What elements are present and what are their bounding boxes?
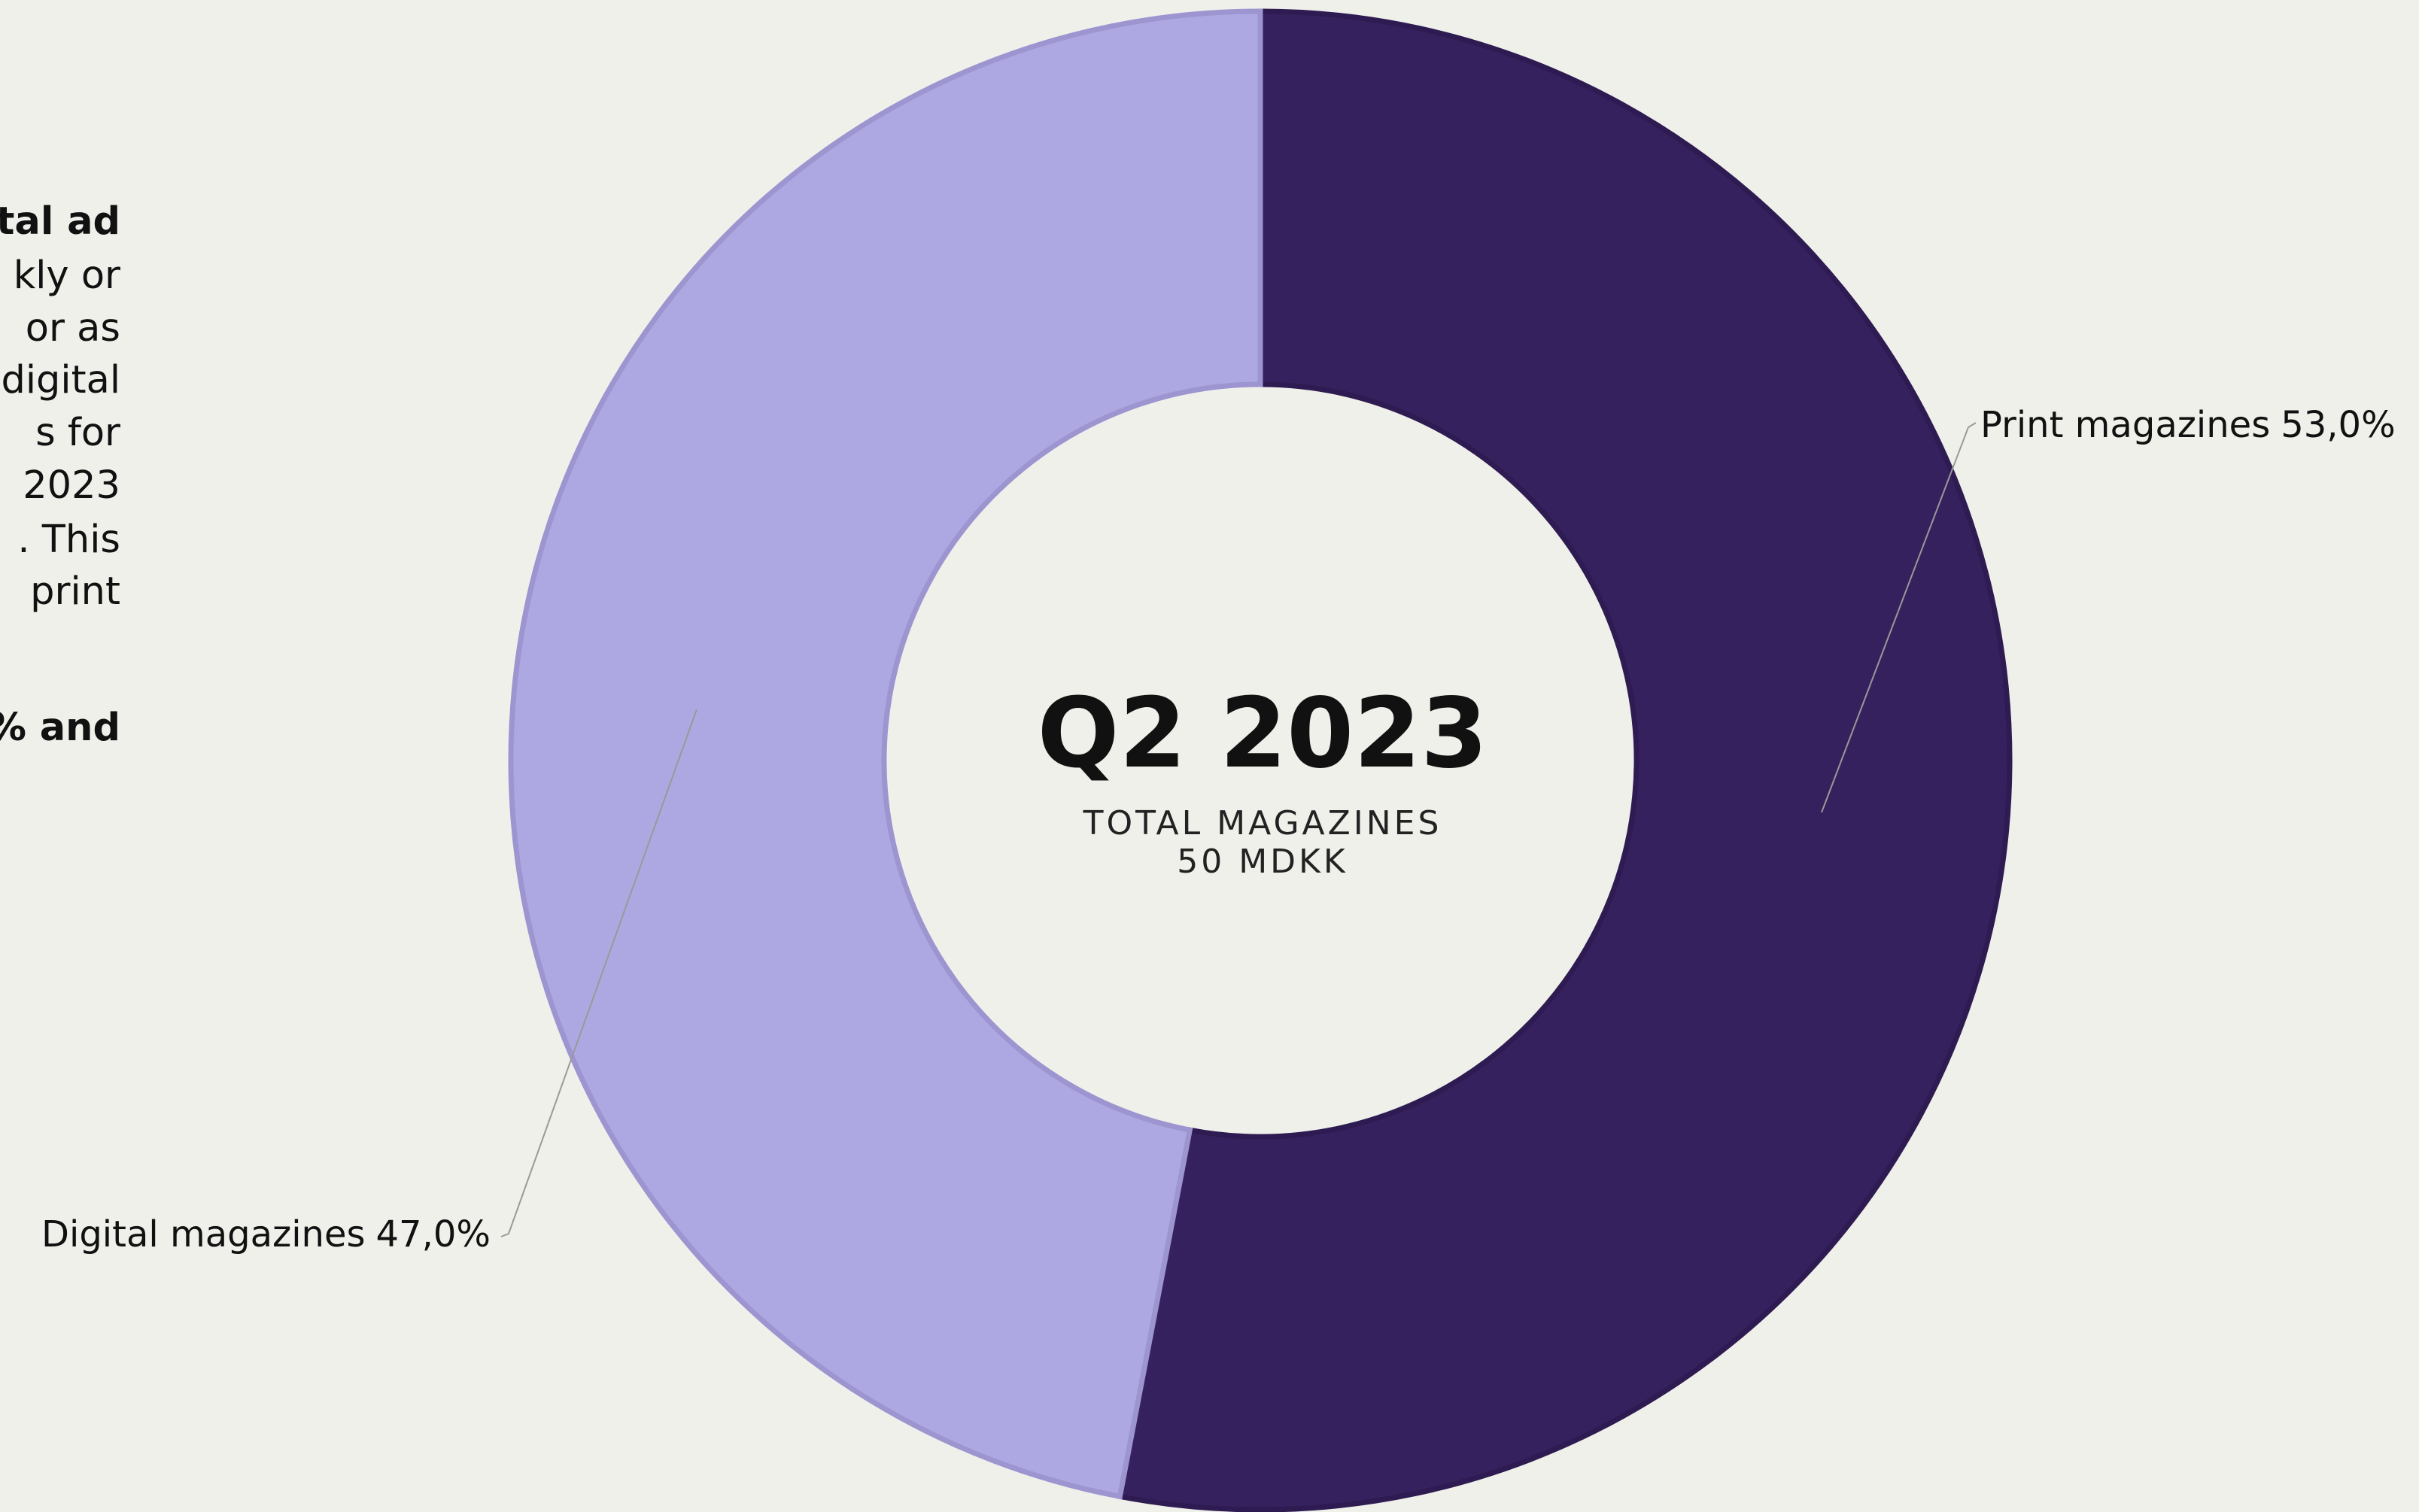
slice-value: 53,0% bbox=[2281, 404, 2395, 446]
slice-category: Digital magazines bbox=[41, 1213, 365, 1255]
side-text-line: print bbox=[30, 569, 120, 614]
slice-value: 47,0% bbox=[376, 1213, 491, 1255]
leader-line bbox=[1821, 422, 1977, 813]
side-text-line: . This bbox=[17, 518, 120, 562]
center-subtitle: TOTAL MAGAZINES bbox=[1083, 804, 1442, 843]
center-title: Q2 2023 bbox=[1038, 678, 1488, 790]
side-text-line: digital bbox=[1, 358, 120, 402]
side-text-line: 2023 bbox=[23, 463, 120, 508]
side-text-line: s for bbox=[35, 411, 120, 455]
side-text-line: or as bbox=[26, 306, 120, 351]
leader-line bbox=[500, 709, 697, 1237]
side-text-line: tal ad bbox=[0, 199, 120, 244]
side-text-line: kly or bbox=[14, 254, 120, 298]
slice-category: Print magazines bbox=[1980, 404, 2270, 446]
slice-label: Print magazines 53,0% bbox=[1980, 404, 2396, 446]
side-text: tal ad kly or or as digital s for 2023 . This p… bbox=[0, 199, 120, 750]
donut-slice bbox=[508, 8, 1263, 1500]
donut-slice bbox=[1117, 8, 2013, 1512]
center-subtitle: 50 MDKK bbox=[1177, 843, 1348, 881]
donut-chart: Print magazines 53,0% Digital magazines 47,… bbox=[41, 8, 2396, 1512]
side-text-line: % and bbox=[0, 706, 120, 750]
slice-label: Digital magazines 47,0% bbox=[41, 1213, 491, 1255]
